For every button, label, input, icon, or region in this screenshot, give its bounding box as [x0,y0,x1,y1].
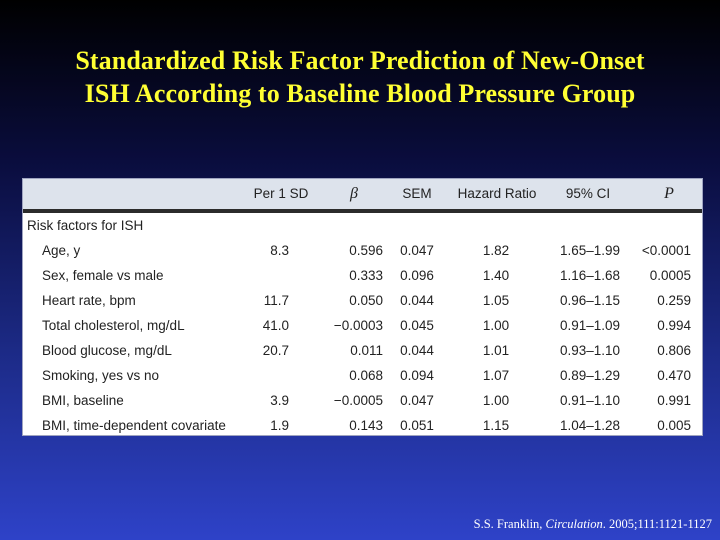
section-label: Risk factors for ISH [27,218,144,233]
factor-cell: Total cholesterol, mg/dL [42,318,185,333]
hazard-ratio-cell: 1.01 [482,343,510,358]
factor-cell: Sex, female vs male [42,268,164,283]
hazard-ratio-cell: 1.40 [482,268,510,283]
slide-title-line-2: ISH According to Baseline Blood Pressure… [84,79,636,108]
table-row: Heart rate, bpm 11.7 0.050 0.044 1.05 0.96–1.… [23,288,702,313]
factor-cell: BMI, time-dependent covariate [42,418,226,433]
per-sd-cell: 1.9 [270,418,289,433]
beta-cell: 0.596 [349,243,383,258]
results-table: Per 1 SD β SEM Hazard Ratio 95% CI P Ris… [22,178,703,436]
sem-cell: 0.047 [400,243,434,258]
sem-cell: 0.096 [400,268,434,283]
ci-cell: 0.96–1.15 [559,293,621,308]
ci-cell: 1.04–1.28 [559,418,621,433]
citation: S.S. Franklin, Circulation. 2005;111:112… [474,517,712,532]
p-value-cell: <0.0001 [641,243,691,258]
citation-details: . 2005;111:1121-1127 [602,517,712,531]
per-sd-cell: 20.7 [262,343,289,358]
slide-title: Standardized Risk Factor Prediction of N… [0,44,720,110]
header-sem: SEM [402,186,432,201]
per-sd-cell: 11.7 [263,293,289,308]
factor-cell: Heart rate, bpm [42,293,136,308]
sem-cell: 0.094 [400,368,434,383]
slide-title-line-1: Standardized Risk Factor Prediction of N… [75,46,645,75]
header-95-ci: 95% CI [565,186,611,201]
p-value-cell: 0.470 [657,368,691,383]
ci-cell: 0.93–1.10 [559,343,621,358]
sem-cell: 0.044 [400,343,434,358]
sem-cell: 0.044 [400,293,434,308]
section-label-row: Risk factors for ISH [23,213,702,238]
sem-cell: 0.045 [400,318,434,333]
p-value-cell: 0.806 [657,343,691,358]
citation-author: S.S. Franklin, [473,517,543,531]
p-value-cell: 0.991 [657,393,691,408]
table-row: BMI, baseline 3.9 −0.0005 0.047 1.00 0.91–1.1… [23,388,702,413]
citation-journal: Circulation [545,517,603,531]
ci-cell: 1.65–1.99 [559,243,621,258]
p-value-cell: 0.0005 [649,268,691,283]
table-row: Age, y 8.3 0.596 0.047 1.82 1.65–1.99 <0.0001 [23,238,702,263]
beta-cell: 0.011 [350,343,383,358]
factor-cell: Smoking, yes vs no [42,368,160,383]
factor-cell: Age, y [42,243,81,258]
factor-cell: Blood glucose, mg/dL [42,343,172,358]
hazard-ratio-cell: 1.00 [482,318,510,333]
sem-cell: 0.047 [400,393,434,408]
table-row: BMI, time-dependent covariate 1.9 0.143 0.0… [23,413,702,438]
beta-cell: 0.050 [349,293,383,308]
per-sd-cell: 3.9 [270,393,289,408]
p-value-cell: 0.259 [657,293,691,308]
p-value-cell: 0.994 [657,318,691,333]
table-header-row: Per 1 SD β SEM Hazard Ratio 95% CI P [23,179,702,211]
per-sd-cell: 8.3 [270,243,289,258]
p-value-cell: 0.005 [657,418,691,433]
header-divider [23,211,702,213]
table-row: Smoking, yes vs no 0.068 0.094 1.07 0.89–1.2… [23,363,702,388]
beta-cell: 0.068 [349,368,383,383]
header-beta: β [350,185,358,202]
table-row: Sex, female vs male 0.333 0.096 1.40 1.16–1.… [23,263,702,288]
header-per-sd: Per 1 SD [253,186,309,201]
hazard-ratio-cell: 1.15 [482,418,510,433]
beta-cell: −0.0005 [333,393,383,408]
per-sd-cell: 41.0 [262,318,289,333]
hazard-ratio-cell: 1.82 [482,243,510,258]
hazard-ratio-cell: 1.05 [482,293,510,308]
header-p: P [664,185,674,202]
table-row: Blood glucose, mg/dL 20.7 0.011 0.044 1.01 0.… [23,338,702,363]
hazard-ratio-cell: 1.00 [482,393,510,408]
beta-cell: 0.333 [349,268,383,283]
ci-cell: 0.89–1.29 [559,368,621,383]
factor-cell: BMI, baseline [42,393,124,408]
ci-cell: 1.16–1.68 [559,268,621,283]
hazard-ratio-cell: 1.07 [482,368,510,383]
ci-cell: 0.91–1.10 [559,393,621,408]
beta-cell: −0.0003 [333,318,383,333]
ci-cell: 0.91–1.09 [559,318,621,333]
beta-cell: 0.143 [349,418,383,433]
table-row: Total cholesterol, mg/dL 41.0 −0.0003 0.045… [23,313,702,338]
header-hazard-ratio: Hazard Ratio [457,186,537,201]
sem-cell: 0.051 [400,418,434,433]
